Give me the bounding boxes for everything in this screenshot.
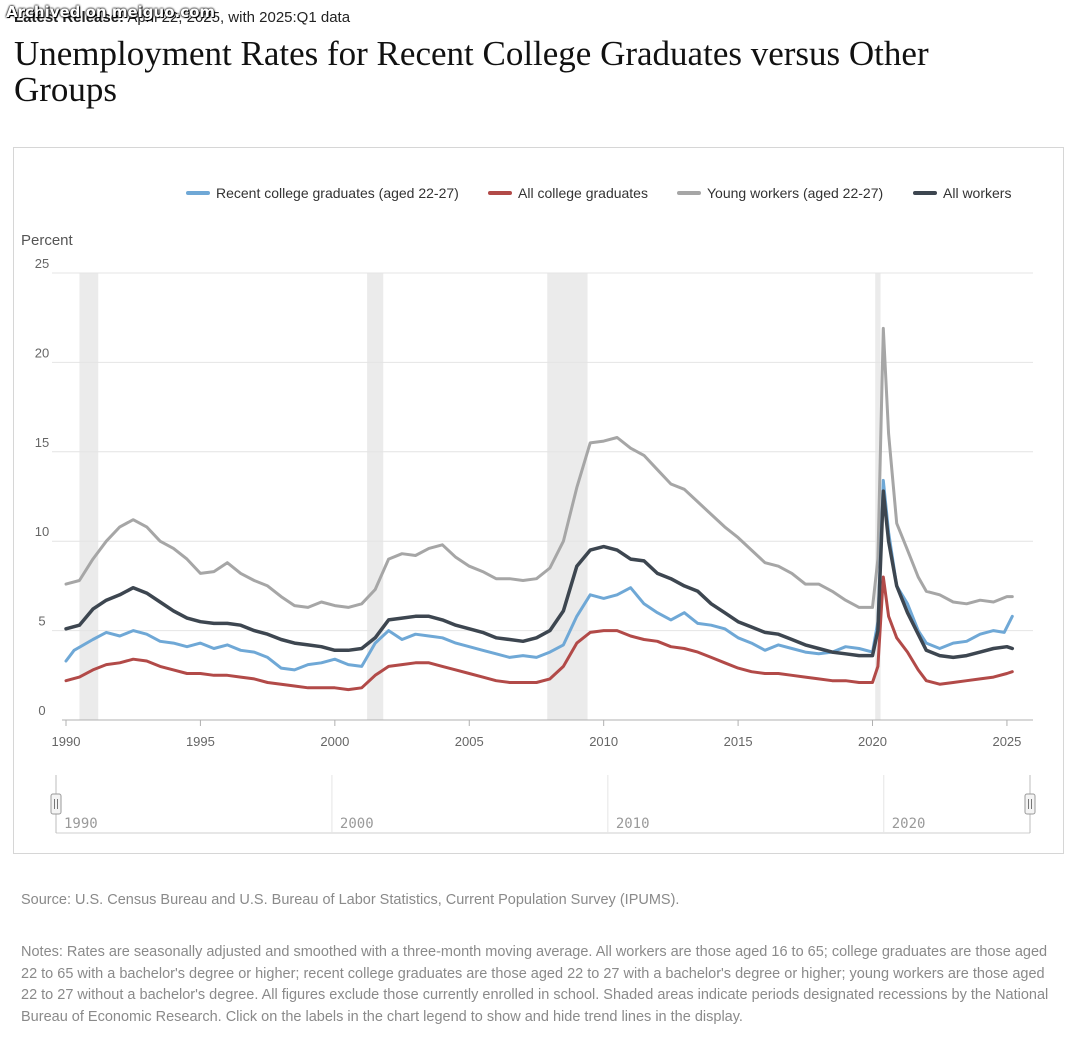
navigator-label: 1990 xyxy=(64,816,98,832)
x-tick-label: 2020 xyxy=(858,734,887,749)
series-line-1 xyxy=(64,575,1014,692)
recession-band xyxy=(367,273,384,720)
x-tick-label: 1990 xyxy=(52,734,81,749)
y-tick-label: 0 xyxy=(38,703,45,718)
x-tick-label: 1995 xyxy=(186,734,215,749)
legend-item[interactable]: Recent college graduates (aged 22-27) xyxy=(216,185,459,201)
source-note: Source: U.S. Census Bureau and U.S. Bure… xyxy=(21,892,680,908)
release-info: Latest Release: April 22, 2025, with 202… xyxy=(14,9,350,26)
recession-band xyxy=(79,273,99,720)
x-tick-label: 2000 xyxy=(320,734,349,749)
page-title: Unemployment Rates for Recent College Gr… xyxy=(14,34,929,109)
x-tick-label: 2025 xyxy=(992,734,1021,749)
release-label: Latest Release: xyxy=(14,9,125,26)
y-tick-label: 5 xyxy=(38,614,45,629)
watermark: Archived on meiguo.com xyxy=(6,3,216,21)
y-tick-label: 15 xyxy=(35,435,49,450)
chart-container xyxy=(13,147,1064,854)
legend-item[interactable]: Young workers (aged 22-27) xyxy=(707,185,883,201)
y-tick-label: 20 xyxy=(35,345,49,360)
release-text: April 22, 2025, with 2025:Q1 data xyxy=(124,9,351,26)
y-axis-label: Percent xyxy=(21,232,74,249)
recession-band xyxy=(547,273,588,720)
series-line-2 xyxy=(64,326,1014,609)
navigator-label: 2000 xyxy=(340,816,374,832)
y-tick-label: 25 xyxy=(35,256,49,271)
x-tick-label: 2015 xyxy=(724,734,753,749)
series-line-3 xyxy=(64,489,1015,660)
legend-item[interactable]: All workers xyxy=(943,185,1011,201)
legend-item[interactable]: All college graduates xyxy=(518,185,648,201)
navigator-handle-left[interactable] xyxy=(50,793,62,815)
navigator-label: 2010 xyxy=(616,816,650,832)
y-tick-label: 10 xyxy=(35,524,49,539)
x-tick-label: 2010 xyxy=(589,734,618,749)
navigator-handle-right[interactable] xyxy=(1024,793,1036,815)
navigator-label: 2020 xyxy=(892,816,926,832)
notes-text: Notes: Rates are seasonally adjusted and… xyxy=(21,944,1049,1025)
x-tick-label: 2005 xyxy=(455,734,484,749)
